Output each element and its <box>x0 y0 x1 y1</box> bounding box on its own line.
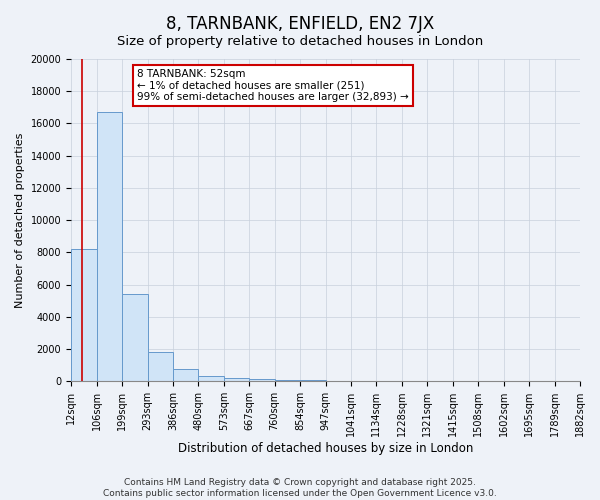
Bar <box>250 379 275 381</box>
X-axis label: Distribution of detached houses by size in London: Distribution of detached houses by size … <box>178 442 473 455</box>
Bar <box>122 294 148 381</box>
Bar <box>173 369 199 381</box>
Bar <box>300 380 326 381</box>
Bar <box>199 376 224 381</box>
Text: 8, TARNBANK, ENFIELD, EN2 7JX: 8, TARNBANK, ENFIELD, EN2 7JX <box>166 15 434 33</box>
Text: 8 TARNBANK: 52sqm
← 1% of detached houses are smaller (251)
99% of semi-detached: 8 TARNBANK: 52sqm ← 1% of detached house… <box>137 68 409 102</box>
Bar <box>71 249 97 381</box>
Text: Contains HM Land Registry data © Crown copyright and database right 2025.
Contai: Contains HM Land Registry data © Crown c… <box>103 478 497 498</box>
Bar <box>224 378 250 381</box>
Bar <box>97 112 122 381</box>
Bar <box>148 352 173 381</box>
Y-axis label: Number of detached properties: Number of detached properties <box>15 132 25 308</box>
Bar <box>275 380 300 381</box>
Text: Size of property relative to detached houses in London: Size of property relative to detached ho… <box>117 35 483 48</box>
